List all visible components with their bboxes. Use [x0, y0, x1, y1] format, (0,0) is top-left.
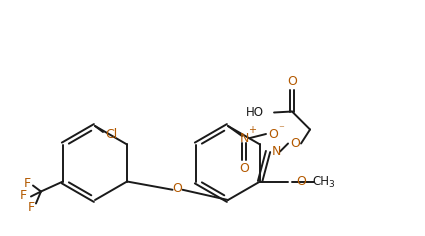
Text: O: O	[268, 127, 278, 140]
Text: HO: HO	[246, 106, 264, 119]
Text: 3: 3	[328, 180, 334, 189]
Text: F: F	[27, 201, 34, 214]
Text: O: O	[287, 75, 297, 88]
Text: F: F	[23, 177, 31, 190]
Text: CH: CH	[312, 175, 329, 188]
Text: N: N	[271, 145, 281, 158]
Text: ⁻: ⁻	[278, 124, 284, 134]
Text: O: O	[173, 182, 182, 195]
Text: Cl: Cl	[105, 128, 117, 142]
Text: O: O	[290, 137, 300, 150]
Text: O: O	[239, 161, 249, 174]
Text: N: N	[239, 131, 249, 144]
Text: F: F	[20, 189, 26, 202]
Text: O: O	[296, 175, 306, 188]
Text: +: +	[248, 125, 256, 135]
